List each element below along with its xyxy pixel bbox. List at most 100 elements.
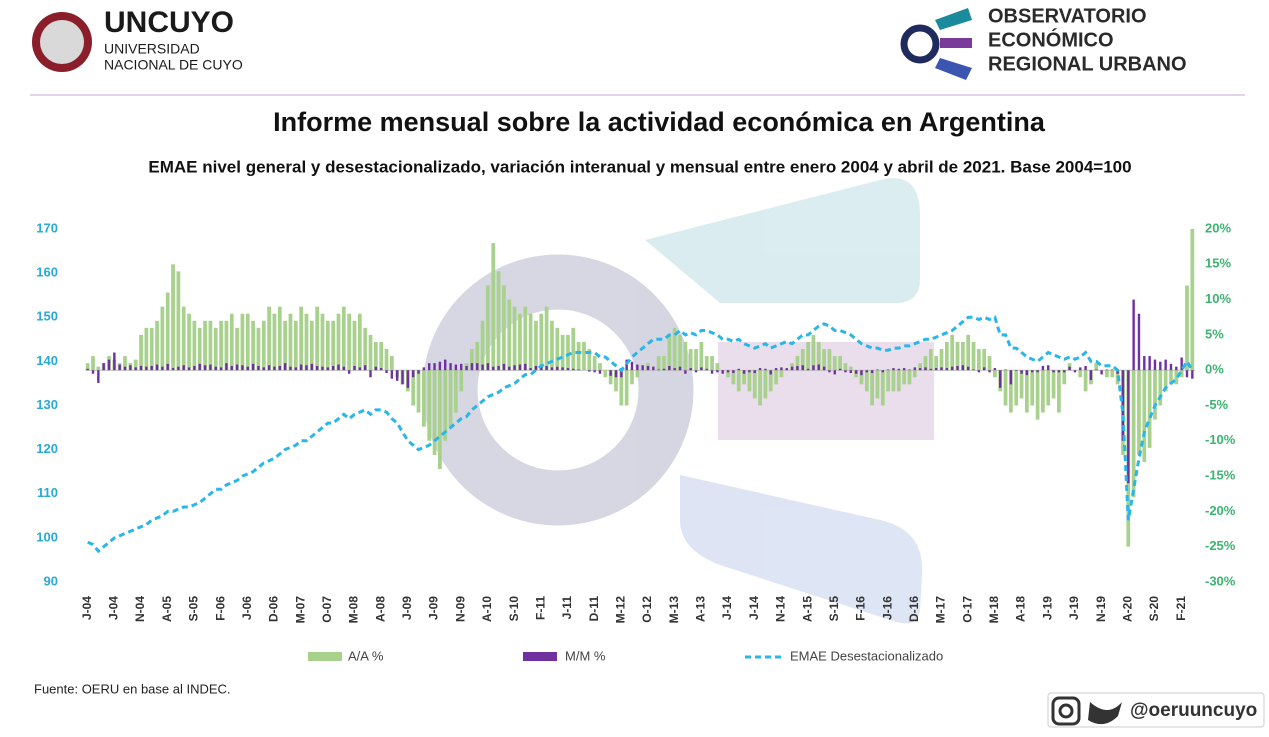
bar [1003, 370, 1008, 406]
bar [748, 370, 751, 373]
instagram-icon [1051, 696, 1081, 726]
bar [465, 365, 468, 371]
bar [289, 366, 292, 371]
bar [182, 365, 185, 371]
x-tick-label: M-08 [347, 596, 361, 624]
bar [864, 370, 869, 392]
bar [987, 356, 992, 371]
bar [187, 367, 191, 371]
x-tick-label: A-20 [1120, 596, 1134, 622]
bar [336, 313, 341, 371]
bar [160, 306, 165, 371]
bar [1174, 370, 1179, 385]
bar [245, 313, 250, 371]
bar [208, 320, 213, 371]
bar [155, 364, 159, 371]
x-tick-label: J-19 [1067, 596, 1081, 620]
bar [134, 367, 137, 371]
bar [411, 370, 416, 406]
bar [753, 370, 756, 374]
bar [763, 370, 768, 399]
bar [1169, 363, 1173, 371]
bar [187, 313, 191, 371]
watermark-shape [680, 475, 923, 624]
watermark-ring [422, 254, 694, 526]
bar [1046, 370, 1051, 406]
bar [309, 320, 314, 371]
bar [556, 366, 559, 371]
bar [854, 370, 858, 374]
bar [219, 320, 223, 371]
bar [438, 361, 442, 371]
bar [422, 367, 426, 371]
bar [225, 363, 228, 371]
watermark-shape [645, 178, 920, 303]
bar [305, 365, 308, 371]
y2-tick-label: -25% [1205, 538, 1236, 553]
chart-title: Informe mensual sobre la actividad econó… [273, 107, 1046, 137]
bar [486, 285, 490, 371]
bar [251, 320, 255, 371]
x-tick-label: S-15 [827, 596, 841, 622]
bar [710, 370, 714, 374]
bar [1180, 357, 1183, 371]
bar [331, 365, 335, 371]
bar [752, 370, 757, 399]
bar [331, 320, 336, 371]
bar [860, 370, 863, 376]
bar [272, 313, 277, 371]
bar [838, 368, 842, 371]
bar [1068, 366, 1071, 371]
bar [299, 364, 303, 371]
bar [545, 365, 548, 371]
x-tick-label: N-14 [774, 596, 788, 622]
bar [352, 320, 357, 371]
x-tick-label: M-13 [667, 596, 681, 624]
bar [235, 327, 239, 371]
bar [502, 285, 506, 371]
bar [1004, 369, 1007, 371]
bar [1163, 370, 1168, 392]
bar [508, 366, 511, 371]
bar [886, 369, 890, 371]
bar [982, 349, 987, 371]
x-tick-label: M-18 [987, 596, 1001, 624]
bar [918, 368, 922, 371]
bar [1164, 359, 1167, 371]
bar [972, 369, 975, 371]
bar [369, 370, 372, 378]
bar [806, 368, 810, 371]
bar [662, 356, 666, 371]
bar [1057, 370, 1061, 373]
x-tick-label: F-11 [533, 596, 547, 620]
bar [1142, 370, 1147, 462]
bar [373, 341, 378, 371]
bar [534, 365, 538, 371]
bar [812, 365, 815, 371]
bar [288, 313, 293, 371]
bar [293, 320, 298, 371]
bar [731, 370, 736, 385]
obs-logo [935, 8, 972, 30]
bar [908, 369, 911, 371]
bar [603, 370, 608, 378]
bar [528, 313, 533, 371]
bar [123, 356, 127, 371]
bar [390, 370, 394, 379]
bar [224, 320, 229, 371]
bar [91, 356, 95, 371]
bar [726, 370, 730, 373]
bar [534, 320, 538, 371]
bar [1019, 370, 1024, 399]
bar [769, 370, 772, 375]
bar [1030, 370, 1035, 406]
bar [988, 370, 991, 373]
bar [742, 370, 746, 385]
bar [540, 366, 543, 371]
bar [1190, 229, 1195, 371]
bar [1047, 365, 1050, 371]
bar [213, 327, 218, 371]
y2-tick-label: 20% [1205, 220, 1231, 235]
bar [1147, 370, 1152, 448]
x-tick-label: D-06 [267, 596, 281, 622]
